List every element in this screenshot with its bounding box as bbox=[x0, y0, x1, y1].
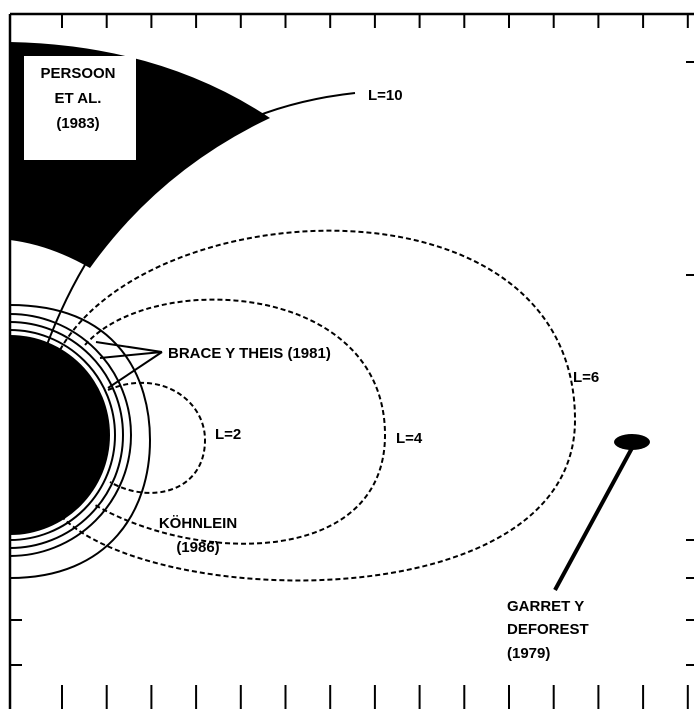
shell bbox=[9, 304, 152, 579]
ticks bbox=[10, 14, 694, 709]
label: KÖHNLEIN bbox=[159, 515, 237, 532]
label: L=6 bbox=[573, 369, 599, 386]
shell bbox=[9, 313, 132, 557]
label: BRACE Y THEIS (1981) bbox=[168, 345, 331, 362]
label: DEFOREST bbox=[507, 621, 589, 638]
shell bbox=[9, 329, 116, 541]
label: (1986) bbox=[176, 539, 219, 556]
pointer bbox=[99, 351, 163, 359]
label: ET AL. bbox=[55, 90, 102, 107]
l6-line bbox=[59, 229, 577, 582]
label: (1979) bbox=[507, 645, 550, 662]
label-box bbox=[24, 56, 136, 160]
label: L=2 bbox=[215, 426, 241, 443]
label: PERSOON bbox=[40, 65, 115, 82]
shell bbox=[9, 321, 124, 549]
l10-line bbox=[44, 92, 356, 351]
label: L=10 bbox=[368, 87, 403, 104]
garret-region bbox=[614, 434, 650, 450]
shells bbox=[9, 304, 152, 579]
l2-line bbox=[107, 381, 207, 494]
pointer bbox=[95, 341, 163, 353]
brace-pointers bbox=[95, 341, 163, 389]
pointer bbox=[107, 351, 163, 389]
earth bbox=[10, 335, 110, 535]
label: L=4 bbox=[396, 430, 423, 447]
label: (1983) bbox=[56, 115, 99, 132]
l4-line bbox=[84, 298, 387, 545]
label: GARRET Y bbox=[507, 598, 584, 615]
garret-pointer bbox=[553, 447, 634, 591]
